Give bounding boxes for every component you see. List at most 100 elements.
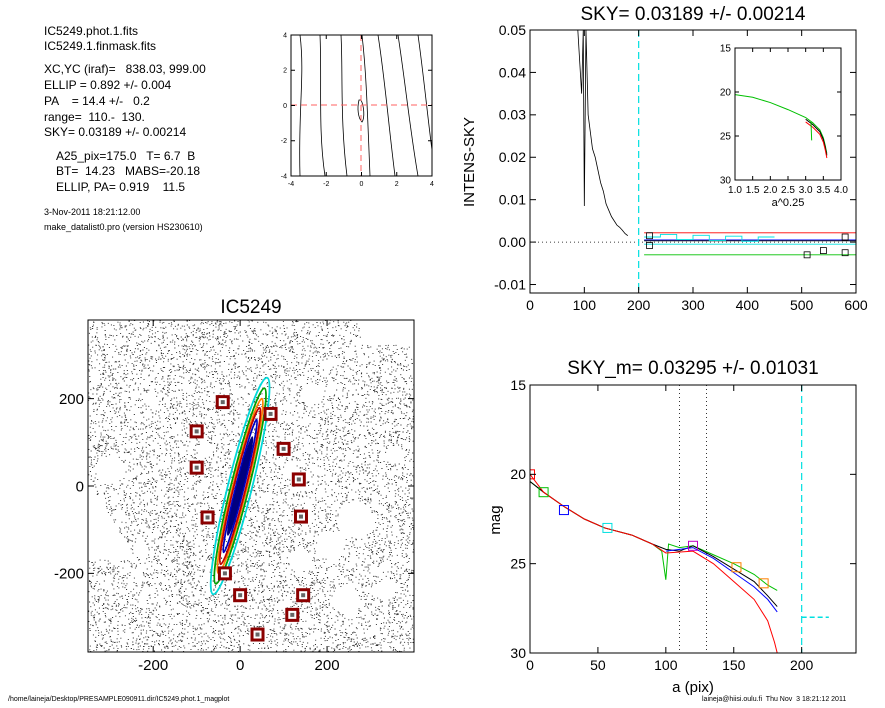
sky-profile-line	[577, 30, 629, 237]
sky-marker	[820, 247, 827, 254]
sky-marker	[646, 232, 653, 240]
x-tick-label: 4.0	[834, 185, 848, 196]
galaxy-contour	[209, 376, 271, 596]
center-axis-ticks: -4 -2 0 2 4 -4 -2 0 2 4	[281, 32, 434, 188]
x-tick-label: 0	[360, 181, 364, 188]
x-tick-label: 100	[654, 657, 678, 673]
star-core	[298, 514, 303, 519]
y-tick-label: 0	[283, 103, 287, 110]
inset-xlabel: a^0.25	[772, 197, 805, 209]
star-core	[194, 429, 199, 434]
y-tick-label: 0	[76, 478, 84, 495]
mag-plot-frame	[529, 384, 857, 654]
x-tick-label: 500	[790, 297, 814, 313]
footer-user: laineja@hiisi.oulu.fi Thu Nov 3 18:21:12…	[702, 696, 847, 703]
star-core	[296, 477, 301, 482]
mag-series-green	[530, 481, 778, 591]
y-tick-label: 2	[283, 68, 287, 75]
star-core	[268, 411, 273, 416]
x-tick-label: 3.5	[816, 185, 830, 196]
sky-axes: 0 100 200 300 400 500 600 -0.01 0.00 0.01 0.02 0.03…	[494, 22, 868, 313]
param-pa: PA = 14.4 +/- 0.2	[44, 94, 150, 108]
param-center: XC,YC (iraf)= 838.03, 999.00	[44, 62, 206, 76]
galaxy-contour	[226, 436, 254, 536]
y-tick-label: 0.00	[499, 234, 526, 250]
y-tick-label: 0.03	[499, 107, 526, 123]
center-contour-plot: -4 -2 0 2 4 -4 -2 0 2 4	[281, 32, 434, 188]
x-tick-label: -2	[323, 181, 329, 188]
sky-marker	[803, 251, 811, 259]
x-tick-label: 100	[573, 297, 597, 313]
x-tick-label: -200	[138, 657, 168, 674]
x-tick-label: 300	[681, 297, 705, 313]
x-tick-label: 3.0	[799, 185, 813, 196]
x-tick-label: 0	[236, 657, 244, 674]
x-tick-label: 2.0	[763, 185, 777, 196]
x-tick-label: -4	[288, 181, 294, 188]
star-core	[281, 446, 286, 451]
mag-series-blue	[665, 547, 778, 613]
mag-marker	[731, 562, 742, 573]
x-tick-label: 4	[430, 181, 434, 188]
y-tick-label: -2	[281, 138, 287, 145]
x-tick-label: 400	[736, 297, 760, 313]
x-tick-label: 1.5	[746, 185, 760, 196]
param-sky: SKY= 0.03189 +/- 0.00214	[44, 125, 187, 139]
sky-marker	[841, 233, 849, 241]
y-tick-label: 200	[59, 391, 84, 408]
mag-title: SKY_m= 0.03295 +/- 0.01031	[567, 358, 818, 379]
mask-file-name: IC5249.1.finmask.fits	[44, 39, 157, 53]
x-tick-label: 2	[395, 181, 399, 188]
star-core	[301, 593, 306, 598]
mag-marker	[602, 522, 613, 533]
galaxy-ellip-pa: ELLIP, PA= 0.919 11.5	[56, 180, 186, 194]
sky-marker	[646, 242, 653, 249]
x-tick-label: 200	[790, 657, 814, 673]
y-tick-label: 0.04	[499, 64, 526, 80]
magnitude-profile-plot: SKY_m= 0.03295 +/- 0.01031 mag a (pix) 0…	[487, 358, 857, 696]
y-tick-label: 15	[720, 44, 732, 55]
mag-ylabel: mag	[487, 505, 504, 534]
star-core	[255, 632, 260, 637]
galaxy-a25: A25_pix=175.0 T= 6.7 B	[56, 149, 196, 163]
sky-title: SKY= 0.03189 +/- 0.00214	[580, 4, 805, 25]
galaxy-axes: -200 0 200 -200 0 200	[54, 320, 414, 674]
program-name: make_datalist0.pro (version HS230610)	[44, 222, 203, 232]
y-tick-label: 0.01	[499, 192, 526, 208]
mag-marker	[758, 578, 769, 589]
x-tick-label: 0	[526, 297, 534, 313]
y-tick-label: 15	[510, 377, 526, 393]
param-ellip: ELLIP = 0.892 +/- 0.004	[44, 78, 172, 92]
x-tick-label: 200	[627, 297, 651, 313]
mag-marker	[558, 505, 569, 516]
star-core	[222, 571, 227, 576]
galaxy-contour	[218, 406, 262, 566]
mag-marker	[688, 540, 698, 551]
star-core	[290, 612, 295, 617]
y-tick-label: 25	[720, 132, 732, 143]
sky-residual-line	[644, 234, 775, 242]
sky-inset: 1.0 1.5 2.0 2.5 3.0 3.5 4.0 15 20 25 30 a^0.25	[720, 44, 849, 210]
y-tick-label: 30	[720, 176, 732, 187]
x-tick-label: 0	[526, 657, 534, 673]
y-tick-label: 20	[720, 88, 732, 99]
y-tick-label: -200	[54, 566, 84, 583]
footer-path: /home/laineja/Desktop/PRESAMPLE090911.di…	[8, 696, 230, 703]
y-tick-label: 0.05	[499, 22, 526, 38]
sky-ylabel: INTENS-SKY	[461, 117, 478, 207]
y-tick-label: 25	[510, 556, 526, 572]
sky-noise	[88, 320, 414, 652]
x-tick-label: 50	[590, 657, 606, 673]
x-tick-label: 200	[315, 657, 340, 674]
mag-marker	[538, 487, 549, 498]
sky-marker	[841, 249, 849, 257]
y-tick-label: 4	[283, 32, 287, 39]
param-range: range= 110.- 130.	[44, 110, 145, 124]
sky-profile-plot: SKY= 0.03189 +/- 0.00214 INTENS-SKY 0 100…	[461, 4, 868, 313]
inset-profile-black	[805, 118, 828, 156]
star-core	[194, 465, 199, 470]
x-tick-label: 1.0	[728, 185, 742, 196]
mag-series-red	[530, 474, 778, 653]
file-name: IC5249.phot.1.fits	[44, 24, 139, 38]
